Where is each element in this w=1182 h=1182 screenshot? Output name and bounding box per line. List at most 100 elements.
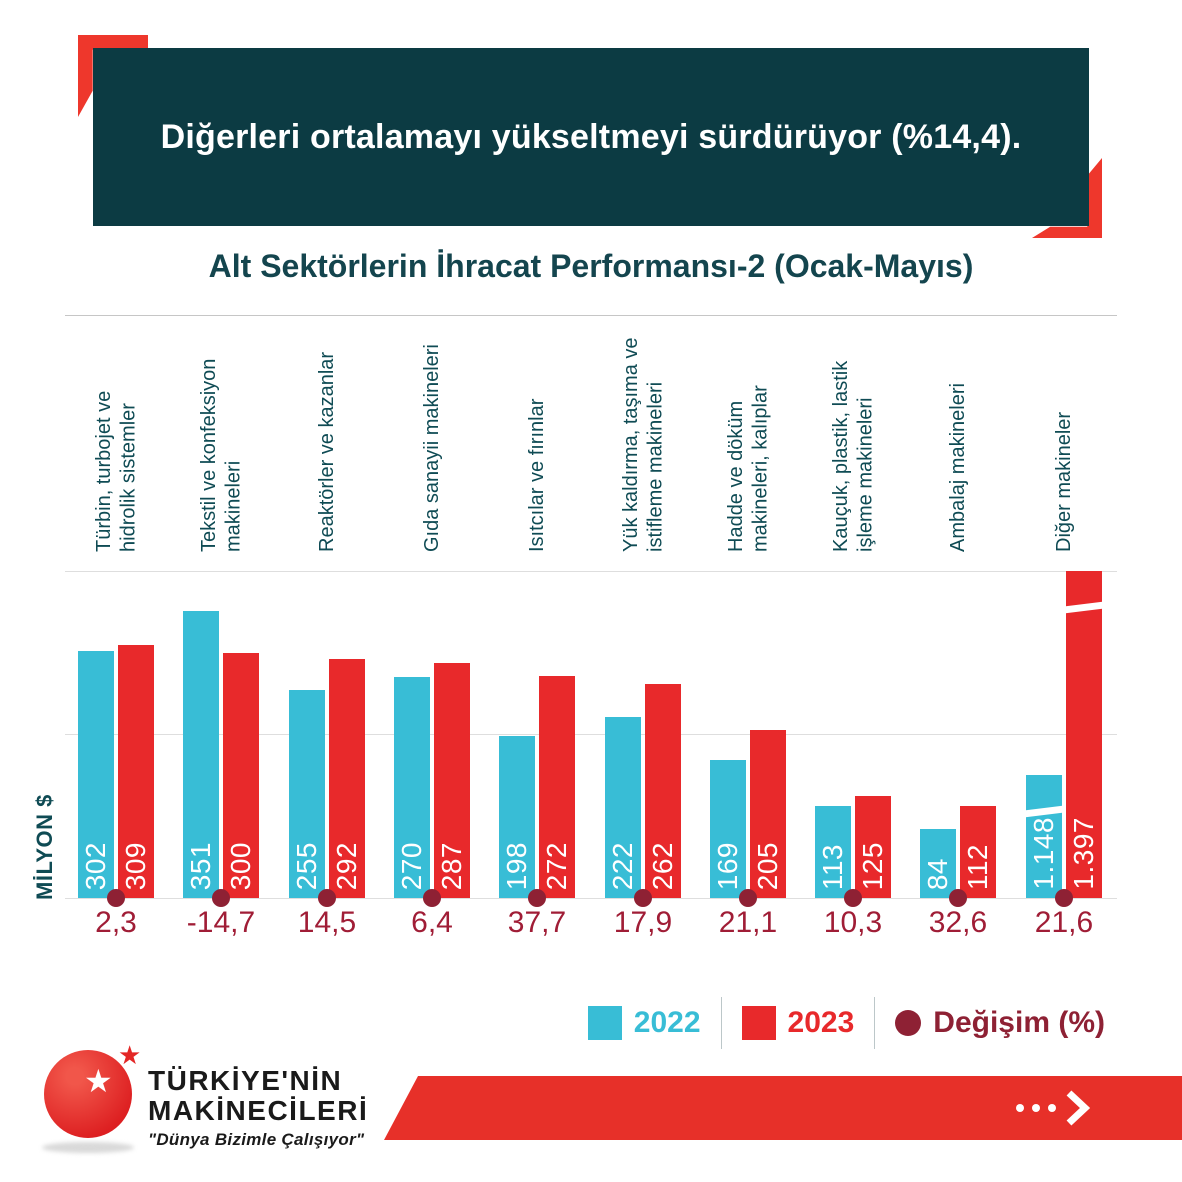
bar-value-label: 262 <box>647 841 678 890</box>
bar-value-label: 125 <box>857 841 888 890</box>
axis-break <box>1021 805 1067 818</box>
bar-value-label: 292 <box>331 841 362 890</box>
legend-swatch <box>741 1006 776 1040</box>
legend-swatch <box>587 1006 622 1040</box>
legend-item-de-i-im-: Değişim (%) <box>895 1006 1105 1040</box>
chevron-right-icon <box>1066 1090 1090 1126</box>
category-label: Tekstil ve konfeksiyon makineleri <box>197 358 244 552</box>
baseline <box>65 898 1117 899</box>
star-icon: ★ <box>84 1063 113 1099</box>
change-value: 21,6 <box>1034 906 1094 939</box>
change-dot <box>1055 889 1073 907</box>
change-dot <box>739 889 757 907</box>
change-dot <box>844 889 862 907</box>
bar-value-label: 84 <box>922 857 953 890</box>
legend-label: 2023 <box>787 1006 855 1039</box>
legend-item-2022: 2022 <box>587 1006 701 1040</box>
bar-value-label: 1.397 <box>1068 817 1099 890</box>
arrow-dot <box>1016 1104 1024 1112</box>
change-dot <box>423 889 441 907</box>
axis-break <box>1061 601 1107 614</box>
headline-banner: Diğerleri ortalamayı yükseltmeyi sürdürü… <box>93 48 1089 226</box>
change-dot <box>949 889 967 907</box>
arrow-dot <box>1048 1104 1056 1112</box>
logo-text: TÜRKİYE'NİN MAKİNECİLERİ "Dünya Bizimle … <box>148 1065 369 1150</box>
bar-2022: 198 <box>499 736 535 898</box>
bar-2022: 255 <box>289 690 325 898</box>
bar-2022: 113 <box>815 806 851 898</box>
bar-value-label: 112 <box>962 843 993 890</box>
logo-line2: MAKİNECİLERİ <box>148 1095 369 1127</box>
category-label: Gıda sanayii makineleri <box>420 344 443 552</box>
change-dot <box>528 889 546 907</box>
bar-2022: 84 <box>920 829 956 898</box>
bar-value-label: 113 <box>817 843 848 890</box>
bar-value-label: 351 <box>185 841 216 890</box>
gridline-200 <box>65 734 1117 735</box>
title-divider <box>65 315 1117 316</box>
category-label: Reaktörler ve kazanlar <box>315 351 338 552</box>
bar-2023: 300 <box>223 653 259 898</box>
change-value: 21,1 <box>718 906 778 939</box>
category-label: Türbin, turbojet ve hidrolik sistemler <box>92 390 139 552</box>
bar-2023: 262 <box>645 684 681 898</box>
bar-value-label: 270 <box>396 841 427 890</box>
bar-value-label: 205 <box>752 841 783 890</box>
logo-shadow <box>42 1142 134 1153</box>
legend-divider <box>720 997 722 1049</box>
change-dot <box>212 889 230 907</box>
category-label: Ambalaj makineleri <box>946 383 969 552</box>
bar-2022: 222 <box>605 717 641 898</box>
bar-value-label: 309 <box>120 841 151 890</box>
bar-value-label: 287 <box>436 841 467 890</box>
logo-line1: TÜRKİYE'NİN <box>148 1065 343 1096</box>
bar-2022: 1.148 <box>1021 775 1067 898</box>
category-label: Hadde ve döküm makineleri, kalıplar <box>724 385 771 552</box>
bar-2023: 125 <box>855 796 891 898</box>
legend-label: 2022 <box>633 1006 701 1039</box>
legend-item-2023: 2023 <box>741 1006 855 1040</box>
legend-swatch <box>895 1010 922 1036</box>
bar-value-label: 255 <box>291 841 322 890</box>
change-value: 14,5 <box>297 906 357 939</box>
bar-value-label: 222 <box>607 841 638 890</box>
change-dot <box>107 889 125 907</box>
change-value: 2,3 <box>95 906 137 939</box>
change-value: 6,4 <box>411 906 453 939</box>
bar-2023: 112 <box>960 806 996 898</box>
small-star-icon: ★ <box>118 1040 142 1070</box>
headline-text: Diğerleri ortalamayı yükseltmeyi sürdürü… <box>160 117 1022 156</box>
bar-value-label: 198 <box>501 841 532 890</box>
bar-2023: 287 <box>434 663 470 898</box>
bar-2022: 169 <box>710 760 746 898</box>
logo-tagline: "Dünya Bizimle Çalışıyor" <box>148 1130 365 1150</box>
change-value: -14,7 <box>186 906 256 939</box>
legend-divider <box>874 997 876 1049</box>
gridline-400 <box>65 571 1117 572</box>
category-label: Diğer makineler <box>1052 411 1075 552</box>
footer-ribbon <box>384 1076 1182 1140</box>
change-value: 32,6 <box>928 906 988 939</box>
bar-2022: 270 <box>394 677 430 898</box>
bar-2023: 292 <box>329 659 365 898</box>
bar-2022: 351 <box>183 611 219 898</box>
logo-circle <box>44 1050 132 1138</box>
bar-value-label: 272 <box>541 841 572 890</box>
bar-2023: 309 <box>118 645 154 898</box>
bar-2023: 272 <box>539 676 575 898</box>
category-label: Kauçuk, plastik, lastik işleme makineleri <box>829 360 876 552</box>
bar-value-label: 300 <box>225 841 256 890</box>
legend: 2022 2023 Değişim (%) <box>587 997 1105 1049</box>
bar-2023: 205 <box>750 730 786 898</box>
bar-value-label: 1.148 <box>1028 817 1059 890</box>
change-dot <box>634 889 652 907</box>
change-dot <box>318 889 336 907</box>
legend-label: Değişim (%) <box>933 1006 1105 1039</box>
change-value: 37,7 <box>507 906 567 939</box>
bar-2022: 302 <box>78 651 114 898</box>
next-arrow-icon <box>1016 1090 1090 1126</box>
category-label: Isıtcılar ve fırınlar <box>525 398 548 552</box>
bar-value-label: 302 <box>80 841 111 890</box>
bar-value-label: 169 <box>712 841 743 890</box>
